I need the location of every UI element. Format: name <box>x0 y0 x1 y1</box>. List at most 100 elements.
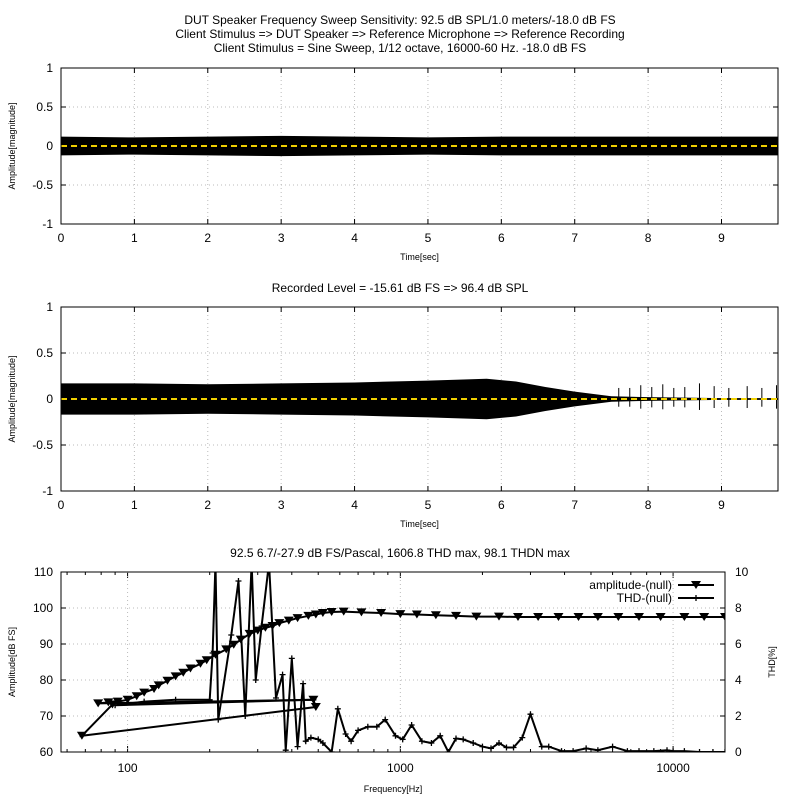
data-point <box>310 610 321 619</box>
data-point <box>681 748 688 752</box>
data-point <box>252 677 259 683</box>
legend-label: THD-(null) <box>617 591 672 605</box>
data-point <box>570 748 577 752</box>
data-point <box>172 696 179 703</box>
data-point <box>696 749 703 752</box>
data-point <box>235 578 242 584</box>
data-point <box>348 738 355 745</box>
data-point <box>399 736 406 743</box>
data-point <box>149 685 160 693</box>
y-tick-label: 0.5 <box>36 100 53 114</box>
data-point <box>503 744 510 751</box>
data-point <box>206 696 213 703</box>
frequency-plot: 100 1000 10000 60 70 80 90 100 110 0 2 4 6 8 10 amplitu… <box>7 565 777 794</box>
data-point <box>453 735 460 742</box>
title-line-1: DUT Speaker Frequency Sweep Sensitivity:… <box>184 13 616 27</box>
data-point <box>609 743 616 750</box>
figure-title: DUT Speaker Frequency Sweep Sensitivity:… <box>0 13 800 55</box>
data-point <box>195 659 206 668</box>
x-tick-label: 1 <box>131 498 138 512</box>
data-point <box>545 743 552 750</box>
y-tick-label: -1 <box>42 217 53 231</box>
title-line-3: Client Stimulus = Sine Sweep, 1/12 octav… <box>213 41 587 55</box>
data-point <box>376 609 387 618</box>
waveform-envelope <box>61 378 778 420</box>
data-point <box>328 749 335 752</box>
data-point <box>141 698 148 705</box>
data-point <box>319 740 326 746</box>
series-thd <box>112 572 725 752</box>
x-tick-label: 7 <box>571 498 578 512</box>
data-point <box>112 702 119 709</box>
data-point <box>670 748 677 752</box>
y-tick-label: 0 <box>46 139 53 153</box>
data-point <box>418 738 425 745</box>
title-line-2: Client Stimulus => DUT Speaker => Refere… <box>175 27 625 41</box>
x-tick-label: 6 <box>498 231 505 245</box>
y2-tick-label: 2 <box>735 709 742 723</box>
data-point <box>274 619 285 628</box>
x-tick-label: 2 <box>204 498 211 512</box>
data-point <box>76 731 87 740</box>
data-point <box>709 749 716 752</box>
y-tick-label: 110 <box>34 565 53 579</box>
data-point <box>292 614 303 623</box>
data-point <box>495 740 502 746</box>
y-axis-label: Amplitude[magnitude] <box>7 355 17 442</box>
y-axis-label: Amplitude[magnitude] <box>7 102 17 189</box>
data-point <box>310 703 321 711</box>
y-tick-label: 0.5 <box>36 346 53 360</box>
x-tick-label: 6 <box>498 498 505 512</box>
data-point <box>624 748 631 752</box>
data-point <box>408 722 415 728</box>
x-axis-label: Frequency[Hz] <box>364 784 423 794</box>
data-point <box>162 676 173 685</box>
data-point <box>636 748 643 752</box>
data-point <box>279 671 286 678</box>
data-point <box>326 607 337 616</box>
data-point <box>510 744 517 751</box>
y-tick-label: 80 <box>40 673 54 687</box>
data-point <box>342 731 349 737</box>
data-point <box>131 692 142 701</box>
y-tick-label: 1 <box>46 300 53 314</box>
x-tick-label: 4 <box>351 498 358 512</box>
y2-tick-label: 10 <box>735 565 749 579</box>
data-point <box>307 734 314 741</box>
data-point <box>228 632 235 638</box>
y2-tick-label: 8 <box>735 601 742 615</box>
x-tick-label: 3 <box>278 498 285 512</box>
data-point <box>519 734 526 741</box>
x-tick-label: 1000 <box>387 761 414 775</box>
y-axis-label: Amplitude[dB FS] <box>7 627 17 697</box>
data-point <box>720 613 725 621</box>
data-point <box>445 749 452 752</box>
data-point <box>460 736 467 743</box>
data-point <box>209 650 216 656</box>
data-point <box>93 699 104 708</box>
data-point <box>185 664 196 673</box>
data-point <box>650 748 657 752</box>
data-point <box>699 613 710 621</box>
data-point <box>170 672 181 681</box>
x-tick-label: 2 <box>204 231 211 245</box>
data-point <box>338 607 349 616</box>
data-point <box>471 612 482 621</box>
data-point <box>382 716 389 723</box>
data-point <box>373 723 380 730</box>
data-point <box>512 613 523 621</box>
frequency-plot-title: 92.5 6.7/-27.9 dB FS/Pascal, 1606.8 THD … <box>230 546 570 560</box>
plot-frame <box>60 571 726 753</box>
waveform-envelope <box>61 135 778 157</box>
data-point <box>103 698 114 707</box>
x-tick-label: 100 <box>118 761 138 775</box>
time-plot-2: 0 1 2 3 4 5 6 7 8 9 -1 -0.5 0 0.5 1 Time[sec] Amplitude[… <box>7 300 779 529</box>
y2-tick-label: 6 <box>735 637 742 651</box>
data-point <box>303 611 314 620</box>
data-point <box>139 688 150 697</box>
x-tick-label: 9 <box>718 498 725 512</box>
y-tick-label: 90 <box>40 637 54 651</box>
data-point <box>573 613 584 621</box>
data-point <box>583 745 590 752</box>
